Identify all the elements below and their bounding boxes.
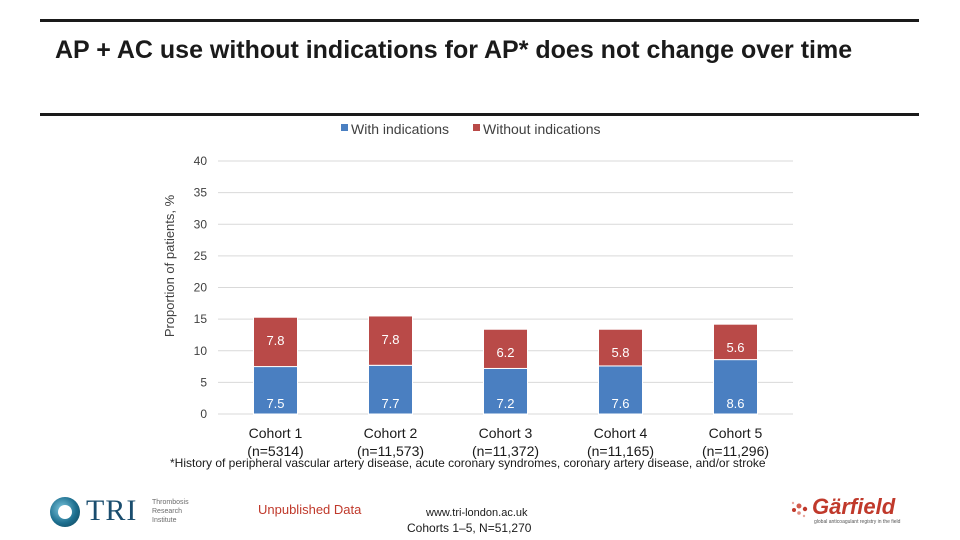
bar-without-indications bbox=[253, 316, 298, 368]
garfield-logo-text: Gärfield bbox=[812, 494, 896, 519]
cohorts-summary: Cohorts 1–5, N=51,270 bbox=[407, 521, 532, 535]
x-tick-sublabel: (n=11,165) bbox=[587, 443, 654, 459]
tri-sub-line: Institute bbox=[152, 517, 177, 524]
data-label: 7.7 bbox=[381, 396, 399, 411]
source-url[interactable]: www.tri-london.ac.uk bbox=[426, 507, 528, 519]
legend-swatch-without bbox=[473, 124, 480, 131]
x-tick-label: Cohort 4 bbox=[594, 425, 648, 441]
x-tick-label: Cohort 1 bbox=[249, 425, 303, 441]
x-tick-sublabel: (n=11,296) bbox=[702, 443, 769, 459]
garfield-tagline: global anticoagulant registry in the fie… bbox=[814, 519, 901, 525]
bar-with-indications bbox=[598, 365, 643, 415]
top-rule bbox=[40, 19, 919, 22]
legend-swatch-with bbox=[341, 124, 348, 131]
data-label: 7.8 bbox=[381, 332, 399, 347]
bar-without-indications bbox=[713, 323, 758, 361]
legend-label: Without indications bbox=[483, 121, 601, 137]
footnote: *History of peripheral vascular artery d… bbox=[170, 456, 766, 470]
y-tick-label: 20 bbox=[194, 281, 208, 295]
unpublished-label: Unpublished Data bbox=[258, 502, 362, 517]
bar-without-indications bbox=[483, 328, 528, 369]
bar-without-indications bbox=[598, 328, 643, 367]
garfield-dots-icon bbox=[791, 501, 808, 518]
data-label: 7.6 bbox=[611, 396, 629, 411]
x-tick-sublabel: (n=5314) bbox=[247, 443, 303, 459]
y-tick-label: 15 bbox=[194, 312, 208, 326]
tri-circle-icon bbox=[50, 497, 80, 527]
x-tick-sublabel: (n=11,372) bbox=[472, 443, 539, 459]
x-tick-label: Cohort 2 bbox=[364, 425, 418, 441]
x-tick-label: Cohort 5 bbox=[709, 425, 763, 441]
x-tick-sublabel: (n=11,573) bbox=[357, 443, 424, 459]
title-underline bbox=[40, 113, 919, 116]
bar-without-indications bbox=[368, 315, 413, 366]
data-label: 5.6 bbox=[726, 340, 744, 355]
data-label: 7.5 bbox=[266, 396, 284, 411]
tri-logo-text: TRI bbox=[86, 494, 138, 527]
y-tick-label: 0 bbox=[200, 407, 207, 421]
garfield-logo: Gärfield global anticoagulant registry i… bbox=[790, 494, 920, 530]
y-tick-label: 5 bbox=[200, 375, 207, 389]
y-tick-label: 35 bbox=[194, 186, 208, 200]
y-tick-label: 30 bbox=[194, 217, 208, 231]
y-tick-label: 25 bbox=[194, 249, 208, 263]
tri-sub-line: Thrombosis bbox=[152, 499, 189, 506]
data-label: 7.2 bbox=[496, 396, 514, 411]
tri-logo-subtitle: Thrombosis Research Institute bbox=[152, 498, 189, 525]
y-tick-label: 40 bbox=[194, 154, 208, 168]
data-label: 7.8 bbox=[266, 333, 284, 348]
tri-logo: TRI Thrombosis Research Institute bbox=[50, 494, 210, 529]
data-label: 6.2 bbox=[496, 345, 514, 360]
slide-title: AP + AC use without indications for AP* … bbox=[55, 36, 853, 64]
tri-sub-line: Research bbox=[152, 508, 182, 515]
x-tick-label: Cohort 3 bbox=[479, 425, 533, 441]
y-tick-label: 10 bbox=[194, 344, 208, 358]
y-axis-label: Proportion of patients, % bbox=[162, 194, 177, 337]
bar-with-indications bbox=[483, 367, 528, 415]
data-label: 5.8 bbox=[611, 345, 629, 360]
legend-label: With indications bbox=[351, 121, 449, 137]
data-label: 8.6 bbox=[726, 396, 744, 411]
